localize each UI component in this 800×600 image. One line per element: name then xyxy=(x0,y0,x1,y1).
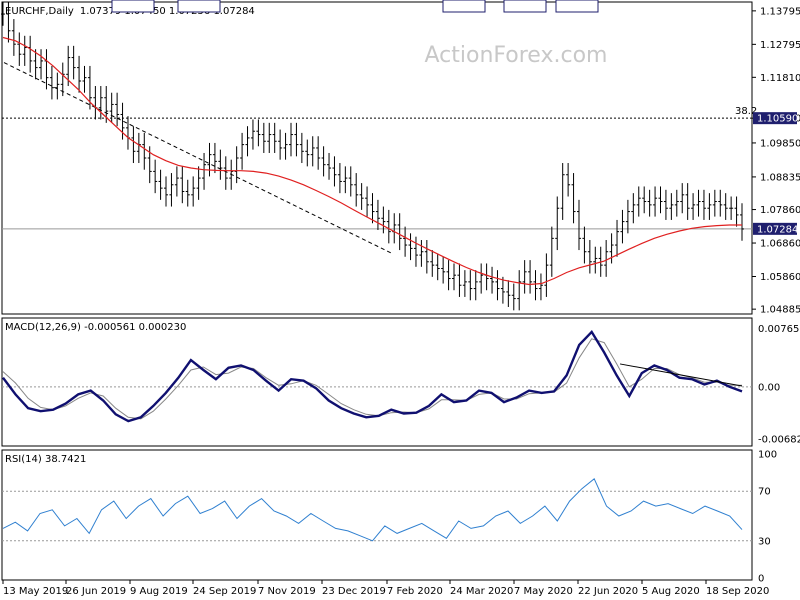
x-tick-label: 7 Feb 2020 xyxy=(387,586,443,597)
macd-trendline xyxy=(619,363,743,387)
price-annotation-label: 1.10590 xyxy=(181,0,222,3)
rsi-tick-label: 100 xyxy=(758,450,777,461)
rsi-line xyxy=(2,478,743,542)
trendline xyxy=(3,62,393,254)
price-annotation-label: 1.05030 xyxy=(446,0,487,3)
moving-average-line xyxy=(2,36,742,286)
rsi-tick-label: 30 xyxy=(758,536,771,547)
fib-axis-label: 1.10590 xyxy=(757,114,798,125)
price-layer: 1.13795 1.12795 1.11810 1.10590 1.09850 1.088… xyxy=(1,0,800,316)
fib-label: 38.2 xyxy=(735,106,757,117)
macd-tick-label: -0.006822 xyxy=(758,434,800,445)
macd-line xyxy=(2,329,743,423)
rsi-panel xyxy=(1,449,753,581)
current-price-box xyxy=(753,222,797,235)
price-tick-label: 1.07860 xyxy=(760,205,800,216)
x-tick-label: 24 Sep 2019 xyxy=(193,586,256,597)
rsi-tick-label: 70 xyxy=(758,487,771,498)
price-tick-label: 1.05860 xyxy=(760,272,800,283)
instrument-label: EURCHF,Daily 1.07379 1.07450 1.07256 1.07… xyxy=(5,6,255,17)
x-tick-label: 5 Aug 2020 xyxy=(642,586,700,597)
macd-title: MACD(12,26,9) -0.000561 0.000230 xyxy=(5,322,186,333)
price-panel xyxy=(1,1,753,315)
rsi-layer: 100 70 30 0 xyxy=(2,450,777,585)
rsi-title: RSI(14) 38.7421 xyxy=(5,454,86,465)
x-tick-label: 13 May 2019 xyxy=(3,586,68,597)
x-tick-label: 24 Mar 2020 xyxy=(450,586,513,597)
x-tick-label: 7 May 2020 xyxy=(514,586,573,597)
price-annotation-label: 1.08110 xyxy=(115,0,156,3)
price-tick-label: 1.09850 xyxy=(760,138,800,149)
fib-axis-box xyxy=(753,112,797,125)
x-tick-label: 18 Sep 2020 xyxy=(706,586,769,597)
current-price-label: 1.07284 xyxy=(757,224,798,235)
price-tick-label: 1.04885 xyxy=(760,305,800,316)
macd-panel xyxy=(1,317,753,447)
price-tick-label: 1.06860 xyxy=(760,239,800,250)
rsi-tick-label: 0 xyxy=(758,574,764,585)
macd-tick-label: 0.007655 xyxy=(758,324,800,335)
watermark: ActionForex.com xyxy=(425,43,608,68)
price-annotation-label: 1.09150 xyxy=(507,0,548,3)
x-tick-label: 22 Jun 2020 xyxy=(578,586,638,597)
macd-layer: 0.007655 0.00 -0.006822 xyxy=(2,324,800,445)
x-tick-label: 9 Aug 2019 xyxy=(130,586,188,597)
price-annotation-box xyxy=(503,0,547,13)
price-annotation-box xyxy=(111,0,155,13)
x-tick-label: 26 Jun 2019 xyxy=(66,586,126,597)
price-tick-label: 1.08835 xyxy=(760,172,800,183)
macd-signal-line xyxy=(2,338,742,420)
macd-tick-label: 0.00 xyxy=(758,382,780,393)
x-tick-label: 23 Dec 2019 xyxy=(322,586,386,597)
price-annotation-box xyxy=(555,0,599,13)
price-annotation-label: 1.06020 xyxy=(559,0,600,3)
price-tick-label: 1.13795 xyxy=(760,6,800,17)
price-tick-label: 1.11810 xyxy=(760,73,800,84)
x-tick-label: 7 Nov 2019 xyxy=(258,586,316,597)
price-annotation-box xyxy=(177,0,221,13)
price-tick-label: 1.12795 xyxy=(760,40,800,51)
price-annotation-box xyxy=(442,0,486,13)
